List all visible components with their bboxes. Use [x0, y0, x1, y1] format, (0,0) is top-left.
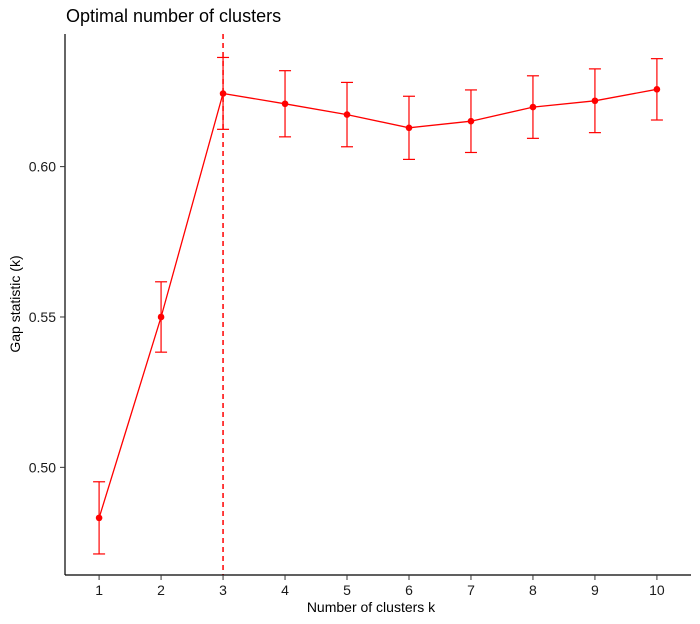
data-point: [95, 514, 103, 522]
data-point: [467, 117, 475, 125]
plot-area: [93, 34, 663, 575]
y-axis-ticks: 0.50 0.55 0.60: [29, 159, 65, 475]
data-point: [343, 111, 351, 118]
data-point: [219, 90, 227, 97]
y-tick-label: 0.55: [29, 309, 56, 325]
data-point: [157, 313, 165, 321]
x-tick-label: 9: [591, 582, 599, 598]
x-tick-label: 5: [343, 582, 351, 598]
data-point: [281, 100, 289, 108]
x-tick-label: 3: [219, 582, 227, 598]
x-tick-label: 6: [405, 582, 413, 598]
x-tick-label: 8: [529, 582, 537, 598]
x-tick-label: 1: [95, 582, 103, 598]
x-axis-ticks: 1 2 3 4 5 6 7 8 9 10: [95, 575, 665, 598]
y-tick-label: 0.50: [29, 459, 56, 475]
x-tick-label: 4: [281, 582, 289, 598]
x-tick-label: 10: [649, 582, 665, 598]
gap-series-line: [98, 88, 658, 519]
data-point: [405, 124, 413, 132]
x-axis-label: Number of clusters k: [307, 599, 436, 615]
x-tick-label: 7: [467, 582, 475, 598]
y-axis-label: Gap statistic (k): [7, 255, 23, 352]
x-tick-label: 2: [157, 582, 165, 598]
data-point: [529, 103, 537, 111]
data-point: [591, 97, 599, 105]
data-point: [653, 86, 661, 93]
chart-title: Optimal number of clusters: [66, 6, 281, 26]
y-tick-label: 0.60: [29, 159, 56, 175]
